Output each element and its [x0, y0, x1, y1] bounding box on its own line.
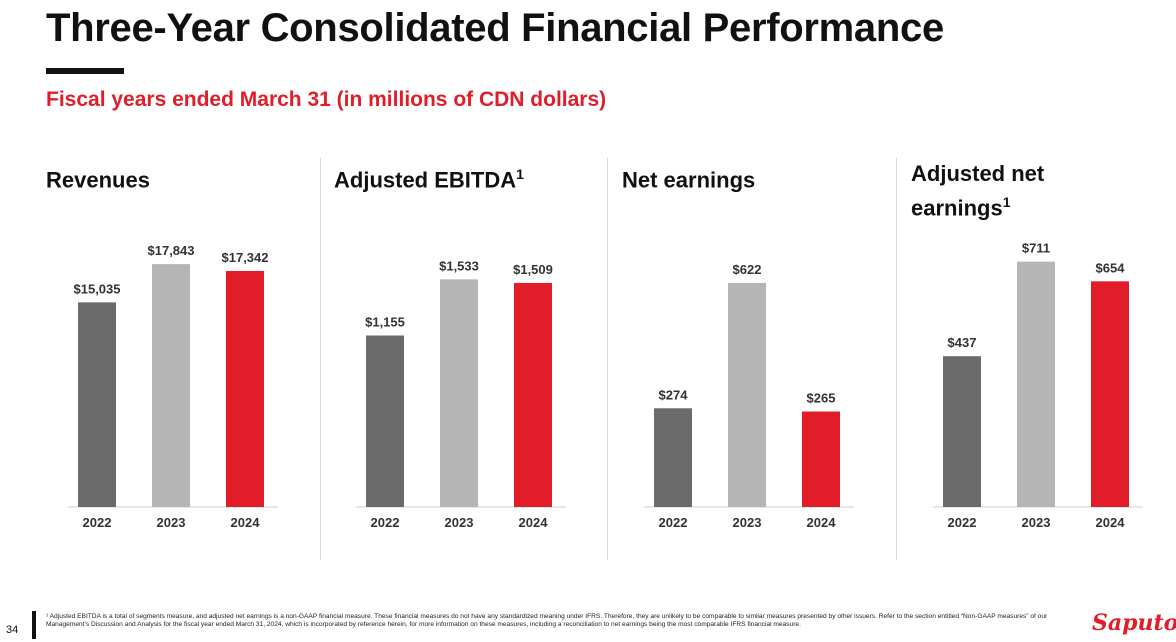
- data-label: $17,843: [148, 243, 195, 258]
- x-tick-label: 2022: [659, 515, 688, 530]
- bar-2022: [366, 335, 404, 507]
- bar-2024: [1091, 281, 1129, 507]
- footnote-marker: [32, 611, 36, 639]
- page-number: 34: [6, 624, 19, 636]
- footnote: ¹ Adjusted EBITDA is a total of segments…: [46, 613, 1048, 628]
- panel-divider: [320, 158, 321, 560]
- panel-divider: [896, 158, 897, 560]
- panel-divider: [607, 158, 608, 560]
- x-tick-label: 2024: [519, 515, 549, 530]
- data-label: $1,533: [439, 258, 479, 273]
- data-label: $17,342: [222, 250, 269, 265]
- x-tick-label: 2022: [371, 515, 400, 530]
- ebitda-chart-title: Adjusted EBITDA1: [334, 160, 524, 194]
- bar-2024: [802, 411, 840, 507]
- adjusted-net-earnings-title-sup: 1: [1002, 194, 1011, 210]
- data-label: $437: [948, 335, 977, 350]
- net-earnings-title-text: Net earnings: [622, 167, 756, 193]
- bar-2023: [1017, 261, 1055, 507]
- data-label: $1,155: [365, 315, 405, 330]
- adjusted-net-earnings-chart-title: Adjusted net earnings1: [911, 160, 1101, 222]
- x-tick-label: 2024: [807, 515, 837, 530]
- data-label: $711: [1022, 241, 1050, 256]
- ebitda-title-sup: 1: [516, 166, 524, 182]
- data-label: $654: [1096, 260, 1126, 275]
- bar-2022: [78, 302, 116, 507]
- bar-2023: [152, 264, 190, 507]
- bar-2024: [226, 270, 264, 507]
- x-tick-label: 2022: [948, 515, 977, 530]
- slide-subtitle: Fiscal years ended March 31 (in millions…: [46, 88, 607, 111]
- x-tick-label: 2023: [157, 515, 186, 530]
- saputo-logo: Saputo: [1092, 610, 1176, 636]
- x-tick-label: 2024: [231, 515, 261, 530]
- data-label: $1,509: [513, 262, 553, 277]
- data-label: $274: [659, 387, 689, 402]
- title-underline: [46, 68, 124, 74]
- data-label: $622: [733, 262, 762, 277]
- x-tick-label: 2023: [445, 515, 474, 530]
- x-tick-label: 2024: [1096, 515, 1126, 530]
- bar-2023: [728, 282, 766, 507]
- data-label: $265: [807, 391, 836, 406]
- revenues-chart-title: Revenues: [46, 160, 150, 194]
- slide-title: Three-Year Consolidated Financial Perfor…: [46, 6, 944, 50]
- adjusted-net-earnings-title-text: Adjusted net earnings: [911, 161, 1045, 221]
- x-tick-label: 2023: [1022, 515, 1051, 530]
- bar-2024: [514, 282, 552, 507]
- x-tick-label: 2022: [83, 515, 112, 530]
- ebitda-title-text: Adjusted EBITDA: [334, 167, 517, 193]
- x-tick-label: 2023: [733, 515, 762, 530]
- data-label: $15,035: [74, 281, 121, 296]
- bar-2023: [440, 279, 478, 507]
- bar-2022: [943, 356, 981, 507]
- bar-2022: [654, 408, 692, 507]
- net-earnings-chart-title: Net earnings: [622, 160, 755, 194]
- revenues-title-text: Revenues: [46, 167, 150, 193]
